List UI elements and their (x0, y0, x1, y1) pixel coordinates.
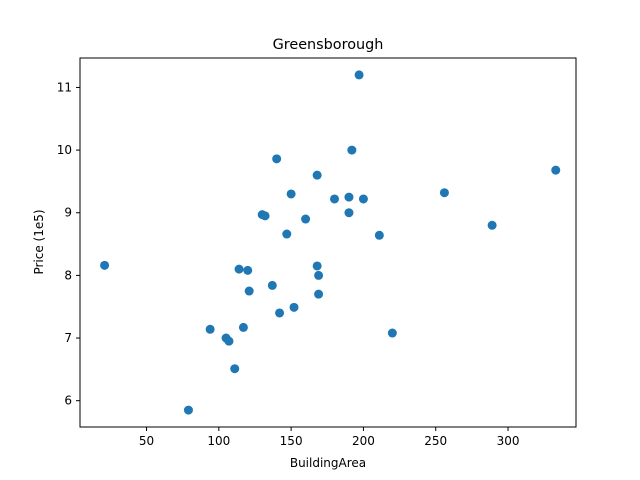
data-point-0 (100, 260, 110, 270)
data-point-19 (312, 170, 322, 180)
data-point-16 (286, 189, 296, 199)
data-point-23 (330, 194, 340, 204)
data-point-27 (354, 70, 364, 80)
x-tick-label: 150 (280, 434, 303, 448)
data-point-6 (234, 264, 244, 274)
data-point-13 (272, 154, 282, 164)
data-point-17 (289, 302, 299, 312)
data-point-8 (243, 265, 253, 275)
y-axis-ticks: 6 7 8 9 10 11 (57, 80, 80, 408)
x-axis-label: BuildingArea (290, 456, 366, 470)
data-point-2 (205, 324, 215, 334)
data-point-11 (260, 211, 270, 221)
x-tick-label: 300 (497, 434, 520, 448)
data-point-9 (244, 286, 254, 296)
data-point-30 (387, 328, 397, 338)
data-point-22 (314, 289, 324, 299)
data-point-33 (551, 165, 561, 175)
data-point-15 (282, 229, 292, 239)
data-point-4 (224, 336, 234, 346)
plot-area-frame (79, 57, 577, 428)
data-point-26 (347, 145, 357, 155)
y-tick-label: 6 (64, 394, 72, 408)
y-tick-label: 9 (64, 206, 72, 220)
data-point-28 (358, 194, 368, 204)
x-tick-label: 100 (207, 434, 230, 448)
data-point-12 (267, 280, 277, 290)
data-point-31 (439, 188, 449, 198)
data-point-14 (275, 308, 285, 318)
data-point-32 (487, 220, 497, 230)
data-point-20 (312, 261, 322, 271)
y-tick-label: 10 (57, 143, 72, 157)
x-tick-label: 50 (139, 434, 154, 448)
y-tick-label: 11 (57, 80, 72, 94)
x-tick-label: 250 (424, 434, 447, 448)
data-point-7 (238, 322, 248, 332)
data-points (100, 70, 561, 415)
data-point-21 (314, 270, 324, 280)
data-point-5 (230, 364, 240, 374)
chart-title: Greensborough (273, 37, 384, 53)
y-axis-label: Price (1e5) (32, 209, 46, 274)
x-tick-label: 200 (352, 434, 375, 448)
x-axis-ticks: 50 100 150 200 250 300 (139, 427, 520, 448)
data-point-1 (183, 405, 193, 415)
data-point-18 (301, 214, 311, 224)
y-tick-label: 7 (64, 331, 72, 345)
data-point-25 (344, 208, 354, 218)
data-point-29 (374, 230, 384, 240)
y-tick-label: 8 (64, 268, 72, 282)
data-point-24 (344, 192, 354, 202)
